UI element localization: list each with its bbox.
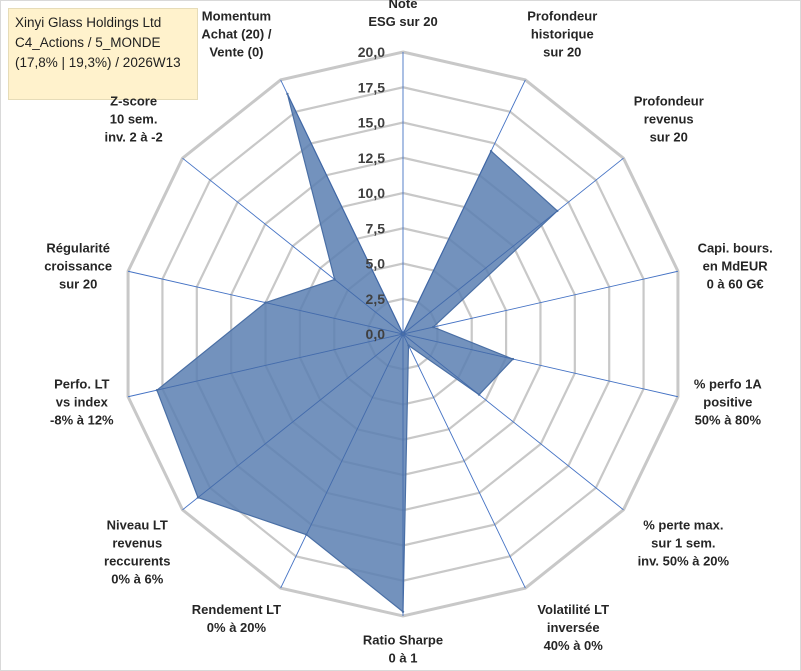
- axis-label-5: % perte max. sur 1 sem. inv. 50% à 20%: [638, 517, 730, 568]
- data-point-4: [511, 357, 515, 361]
- data-point-6: [407, 344, 410, 347]
- spoke-inner-9: [197, 333, 404, 498]
- spoke-inner-4: [402, 333, 514, 360]
- axis-label-0: Note ESG sur 20: [368, 0, 437, 29]
- axis-label-6: Volatilité LT inversée 40% à 0%: [537, 602, 609, 653]
- spoke-inner-8: [305, 333, 404, 535]
- spoke-6: [402, 333, 526, 589]
- tick-label-6: 15,0: [358, 115, 385, 131]
- spoke-inner-2: [402, 210, 558, 335]
- data-point-0: [401, 332, 405, 336]
- tick-label-3: 7,5: [366, 220, 386, 236]
- data-point-11: [264, 301, 267, 304]
- data-point-13: [286, 92, 289, 96]
- spoke-3: [402, 270, 679, 335]
- spoke-inner-5: [402, 333, 480, 395]
- spoke-inner-13: [287, 93, 404, 335]
- series-area: [156, 93, 559, 613]
- data-point-9: [196, 496, 200, 499]
- axis-label-8: Rendement LT 0% à 20%: [192, 602, 281, 635]
- radar-tick-labels: 0,0 2,5 5,0 7,5 10,0 12,5 15,0 17,5 20,0: [358, 44, 385, 342]
- data-point-3: [432, 325, 435, 329]
- tick-label-8: 20,0: [358, 44, 385, 60]
- data-point-8: [305, 533, 308, 536]
- spoke-inner-12: [334, 279, 404, 335]
- data-point-7: [401, 610, 405, 613]
- axis-label-12: Z-score 10 sem. inv. 2 à -2: [104, 93, 162, 144]
- axis-label-11: Régularité croissance sur 20: [44, 240, 112, 291]
- tick-label-5: 12,5: [358, 150, 385, 166]
- axis-label-3: Capi. bours. en MdEUR 0 à 60 G€: [698, 240, 773, 291]
- axis-label-4: % perfo 1A positive 50% à 80%: [694, 377, 763, 428]
- tick-label-4: 10,0: [358, 185, 385, 201]
- data-point-1: [489, 149, 493, 153]
- tick-label-2: 5,0: [366, 256, 386, 272]
- axis-label-1: Profondeur historique sur 20: [527, 9, 597, 60]
- data-point-2: [556, 209, 559, 213]
- data-point-10: [155, 388, 159, 392]
- chart-title-category: C4_Actions / 5_MONDE: [15, 35, 161, 50]
- spoke-inner-6: [402, 333, 409, 346]
- data-point-5: [477, 393, 481, 396]
- tick-label-1: 2,5: [366, 291, 386, 307]
- tick-label-0: 0,0: [366, 326, 386, 342]
- spoke-inner-10: [156, 333, 404, 391]
- data-point-12: [333, 278, 336, 281]
- chart-title-box: Xinyi Glass Holdings Ltd C4_Actions / 5_…: [8, 8, 198, 100]
- spoke-inner-11: [265, 302, 404, 335]
- axis-label-13: Momentum Achat (20) / Vente (0): [201, 9, 271, 60]
- axis-label-10: Perfo. LT vs index -8% à 12%: [50, 377, 114, 428]
- radar-axis-labels: Note ESG sur 20 Profondeur historique sur 20…: [44, 0, 773, 666]
- tick-label-7: 17,5: [358, 79, 385, 95]
- axis-label-7: Ratio Sharpe 0 à 1: [363, 633, 443, 666]
- spoke-inner-3: [402, 326, 434, 335]
- spoke-inner-1: [402, 150, 492, 335]
- radar-series: [155, 92, 559, 613]
- axis-label-2: Profondeur revenus sur 20: [634, 93, 704, 144]
- chart-title-company: Xinyi Glass Holdings Ltd: [15, 15, 162, 30]
- chart-title-stats: (17,8% | 19,3%) / 2026W13: [15, 55, 181, 70]
- axis-label-9: Niveau LT revenus reccurents 0% à 6%: [104, 517, 170, 586]
